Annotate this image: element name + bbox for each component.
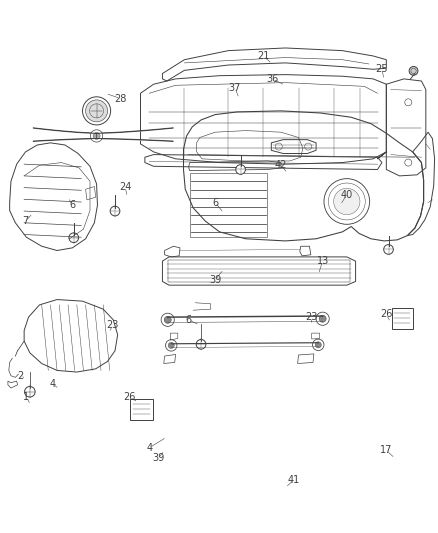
Circle shape bbox=[275, 143, 282, 150]
Circle shape bbox=[383, 245, 392, 254]
Text: 6: 6 bbox=[185, 315, 191, 325]
Text: 26: 26 bbox=[123, 392, 135, 402]
Polygon shape bbox=[33, 128, 96, 141]
Text: 23: 23 bbox=[305, 312, 317, 322]
Circle shape bbox=[196, 340, 205, 349]
Text: 7: 7 bbox=[22, 216, 28, 226]
Circle shape bbox=[408, 67, 417, 75]
Text: 40: 40 bbox=[340, 190, 352, 199]
Circle shape bbox=[110, 206, 120, 216]
Circle shape bbox=[90, 130, 102, 142]
Text: 4: 4 bbox=[146, 443, 152, 453]
Circle shape bbox=[25, 386, 35, 397]
Text: 28: 28 bbox=[114, 94, 127, 103]
Polygon shape bbox=[96, 128, 173, 141]
Text: 37: 37 bbox=[228, 83, 240, 93]
Text: 39: 39 bbox=[208, 275, 221, 285]
Text: 39: 39 bbox=[152, 454, 164, 463]
Text: 42: 42 bbox=[274, 160, 286, 170]
Circle shape bbox=[85, 100, 107, 122]
Circle shape bbox=[164, 316, 171, 324]
Circle shape bbox=[314, 342, 321, 348]
Circle shape bbox=[318, 315, 325, 322]
Circle shape bbox=[82, 97, 110, 125]
Text: 4: 4 bbox=[49, 379, 56, 389]
Text: 23: 23 bbox=[106, 320, 118, 330]
Circle shape bbox=[235, 165, 245, 174]
Text: 1: 1 bbox=[23, 392, 29, 402]
Text: 26: 26 bbox=[379, 310, 392, 319]
Circle shape bbox=[93, 132, 100, 140]
Text: 36: 36 bbox=[265, 74, 278, 84]
Text: 13: 13 bbox=[316, 256, 328, 266]
Text: 2: 2 bbox=[17, 371, 23, 381]
Text: 24: 24 bbox=[119, 182, 131, 191]
Circle shape bbox=[168, 342, 174, 349]
Text: 6: 6 bbox=[69, 200, 75, 210]
Text: 17: 17 bbox=[379, 446, 392, 455]
Circle shape bbox=[333, 188, 359, 215]
Text: 6: 6 bbox=[212, 198, 218, 207]
Circle shape bbox=[304, 143, 311, 150]
Text: 21: 21 bbox=[257, 51, 269, 61]
Circle shape bbox=[69, 233, 78, 243]
Text: 41: 41 bbox=[287, 475, 300, 484]
Text: 25: 25 bbox=[375, 64, 387, 74]
